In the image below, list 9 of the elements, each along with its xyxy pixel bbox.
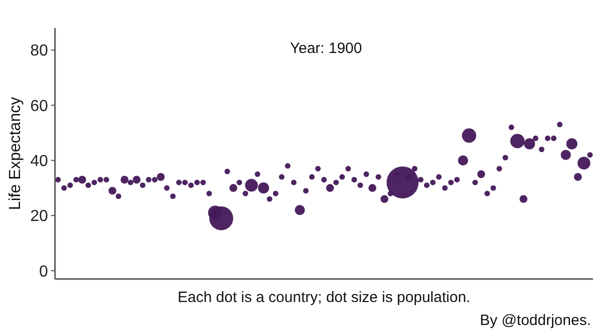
y-tick-label: 0 [39,263,48,280]
text: Year: 1900 [290,40,362,57]
y-tick-label: 40 [30,152,48,170]
y-tick-label: 20 [30,208,48,226]
y-tick-label: 80 [30,42,48,60]
x-axis-title: Each dot is a country; dot size is population. [178,289,470,306]
y-tick-label: 60 [30,98,48,115]
y-axis-title: Life Expectancy [7,97,24,210]
text: By @toddrjones. [480,312,591,329]
